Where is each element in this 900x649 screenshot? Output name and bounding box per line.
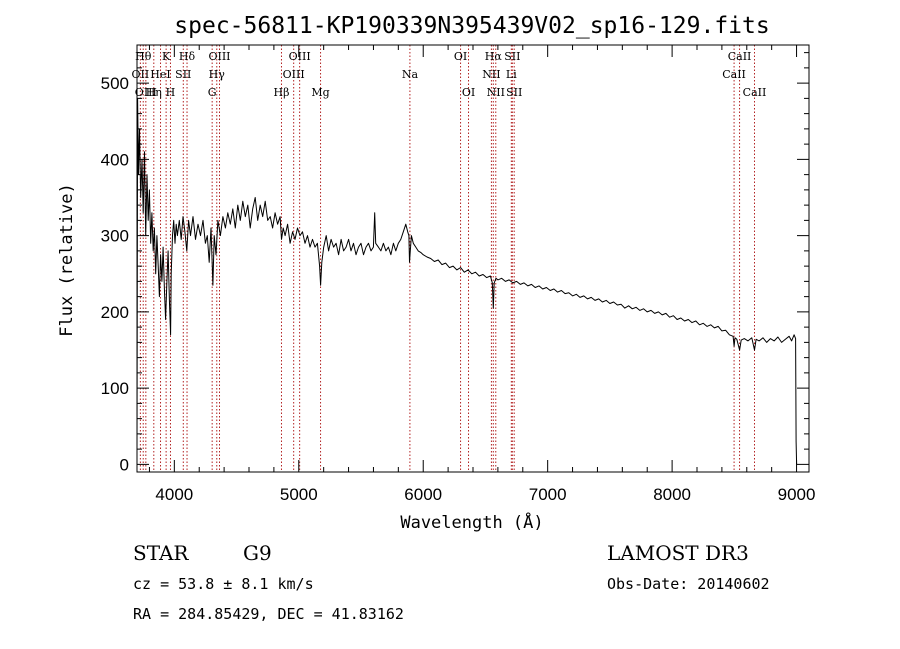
coordinates-readout: RA = 284.85429, DEC = 41.83162 bbox=[133, 605, 404, 623]
object-class: STAR bbox=[133, 541, 189, 565]
x-axis-ticks: 4000 5000 6000 7000 8000 9000 bbox=[148, 45, 816, 504]
line-label: Hβ bbox=[274, 86, 290, 99]
spectrum-line bbox=[136, 97, 798, 465]
line-label: HeI bbox=[150, 68, 170, 81]
line-label: OI bbox=[462, 86, 475, 99]
y-tick-label: 0 bbox=[120, 455, 129, 474]
observation-date: Obs-Date: 20140602 bbox=[607, 575, 770, 593]
line-label: CaII bbox=[743, 86, 767, 99]
line-label: K bbox=[162, 50, 171, 63]
y-tick-label: 300 bbox=[101, 227, 129, 246]
spectrum-series bbox=[136, 97, 798, 465]
line-label: SII bbox=[504, 50, 520, 63]
line-label: OI bbox=[454, 50, 467, 63]
x-tick-label: 6000 bbox=[404, 485, 442, 504]
plot-frame bbox=[136, 44, 810, 473]
line-label: SII bbox=[175, 68, 191, 81]
line-label: G bbox=[208, 86, 217, 99]
line-label: Hγ bbox=[209, 68, 226, 81]
line-label: Li bbox=[506, 68, 517, 81]
line-label: Hδ bbox=[179, 50, 196, 63]
line-label: OII bbox=[132, 68, 150, 81]
survey-name: LAMOST DR3 bbox=[607, 541, 749, 565]
x-tick-label: 9000 bbox=[778, 485, 816, 504]
line-label: NII bbox=[482, 68, 500, 81]
x-tick-label: 7000 bbox=[529, 485, 567, 504]
line-label: Na bbox=[402, 68, 419, 81]
line-label: Hη bbox=[146, 86, 162, 99]
y-tick-label: 200 bbox=[101, 303, 129, 322]
line-marker-group bbox=[139, 45, 755, 472]
x-tick-label: 4000 bbox=[155, 485, 193, 504]
x-tick-label: 5000 bbox=[280, 485, 318, 504]
y-axis-label: Flux (relative) bbox=[57, 183, 77, 337]
x-axis-label: Wavelength (Å) bbox=[400, 511, 543, 533]
line-label: SII bbox=[506, 86, 522, 99]
y-axis-ticks: 0 100 200 300 400 500 bbox=[101, 52, 809, 474]
y-tick-label: 500 bbox=[101, 74, 129, 93]
line-label: CaII bbox=[722, 68, 746, 81]
line-label: CaII bbox=[728, 50, 752, 63]
y-tick-label: 400 bbox=[101, 150, 129, 169]
object-subclass: G9 bbox=[243, 541, 272, 565]
redshift-readout: cz = 53.8 ± 8.1 km/s bbox=[133, 575, 314, 593]
line-label-group: OIIHθOIIIHηHeIKHSIIHδGHγOIIIHβOIIIOIIIMg… bbox=[132, 50, 767, 99]
line-label: Hθ bbox=[135, 50, 152, 63]
y-tick-label: 100 bbox=[101, 379, 129, 398]
line-label: OIII bbox=[283, 68, 305, 81]
line-label: OIII bbox=[289, 50, 311, 63]
line-label: OIII bbox=[208, 50, 230, 63]
line-label: H bbox=[166, 86, 176, 99]
chart-title: spec-56811-KP190339N395439V02_sp16-129.f… bbox=[174, 13, 769, 39]
line-label: NII bbox=[487, 86, 505, 99]
x-tick-label: 8000 bbox=[653, 485, 691, 504]
line-label: Hα bbox=[485, 50, 503, 63]
line-label: Mg bbox=[311, 86, 329, 99]
line-label: OIII bbox=[135, 86, 157, 99]
